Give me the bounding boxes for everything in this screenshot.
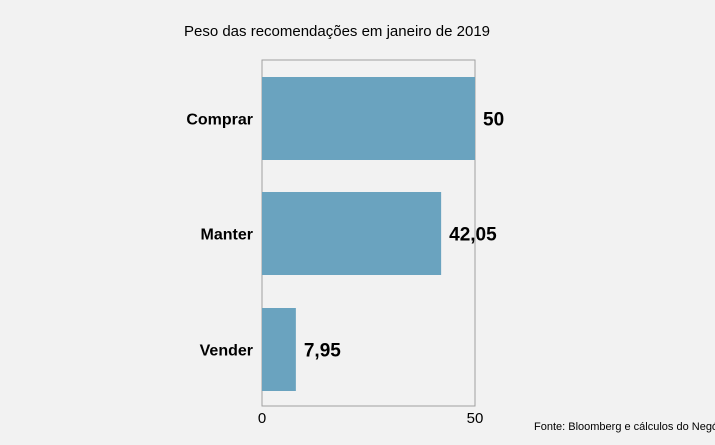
value-label-manter: 42,05: [449, 225, 497, 246]
x-axis: 0 50: [258, 410, 484, 427]
source-note: Fonte: Bloomberg e cálculos do Negócios: [534, 421, 715, 433]
chart-title: Peso das recomendações em janeiro de 201…: [184, 23, 490, 40]
bar-comprar: [262, 77, 475, 160]
x-tick-label-50: 50: [467, 410, 484, 427]
category-label-comprar: Comprar: [186, 112, 253, 129]
category-label-vender: Vender: [200, 343, 253, 360]
bar-manter: [262, 192, 442, 275]
value-label-vender: 7,95: [304, 341, 341, 362]
bar-vender: [262, 308, 296, 391]
x-tick-label-0: 0: [258, 410, 266, 427]
value-label-comprar: 50: [483, 110, 504, 131]
category-labels: Comprar Manter Vender: [186, 112, 253, 360]
value-labels: 50 42,05 7,95: [304, 110, 504, 362]
category-label-manter: Manter: [201, 227, 253, 244]
bars-group: [262, 77, 475, 391]
